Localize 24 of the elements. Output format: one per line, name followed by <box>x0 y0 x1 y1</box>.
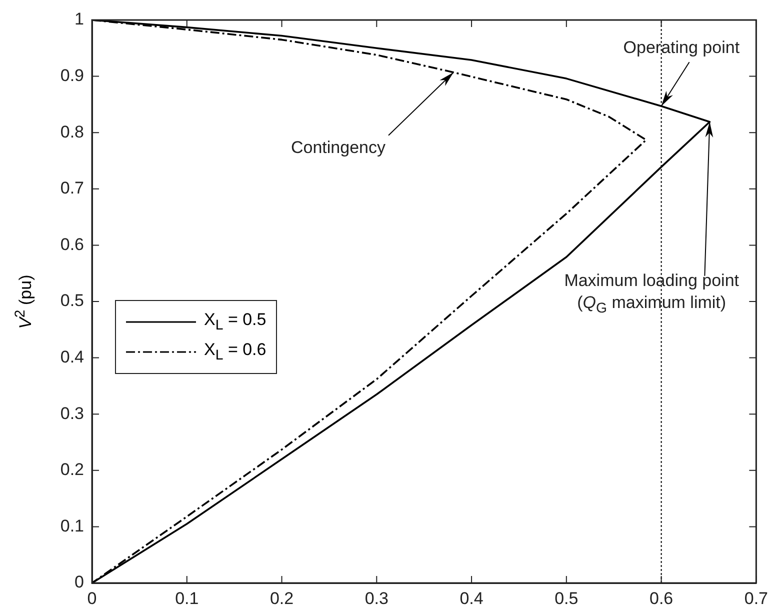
annotation: Contingency <box>291 137 386 160</box>
y-tick-label: 0.7 <box>60 178 84 198</box>
y-tick-label: 0.2 <box>60 460 84 480</box>
legend-label: X$_{L}$ = 0.5 <box>204 310 266 334</box>
y-tick-label: 0 <box>74 572 84 592</box>
x-tick-label: 0.3 <box>364 588 388 608</box>
x-tick-label: 0.6 <box>649 588 674 608</box>
x-tick-label: 0.5 <box>554 588 578 608</box>
y-tick-label: 0.4 <box>60 347 84 366</box>
annotation: Maximum loading point (Q$_{G}$ maximum limit) <box>564 270 739 319</box>
x-tick-label: 0.4 <box>460 588 484 608</box>
y-tick-label: 0.5 <box>60 291 84 310</box>
y-tick-label: 1 <box>74 10 84 29</box>
y-tick-label: 0.1 <box>60 516 84 536</box>
y-tick-label: 0.6 <box>60 234 84 254</box>
x-tick-label: 0.7 <box>744 588 768 608</box>
x-tick-label: 0 <box>87 588 97 608</box>
y-tick-label: 0.3 <box>60 404 84 423</box>
y-tick-label: 0.9 <box>60 66 84 85</box>
x-tick-label: 0.2 <box>270 588 294 608</box>
annotation: Operating point <box>623 37 740 60</box>
y-tick-label: 0.8 <box>60 122 84 142</box>
legend-label: X$_{L}$ = 0.6 <box>204 340 266 364</box>
x-tick-label: 0.1 <box>175 588 199 608</box>
